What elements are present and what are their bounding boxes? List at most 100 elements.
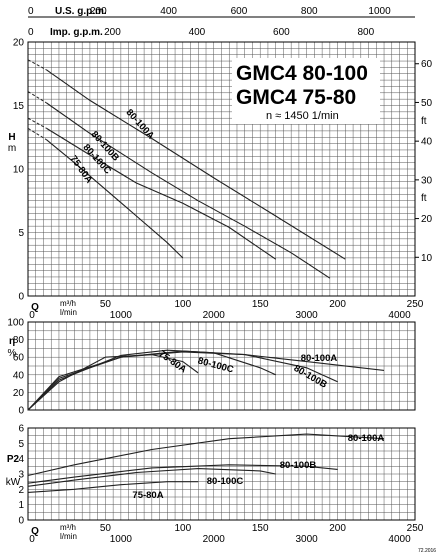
series-line bbox=[27, 464, 338, 484]
m3h-tick-label: 50 bbox=[100, 299, 112, 310]
usgpm-tick-label: 1000 bbox=[368, 6, 391, 17]
q-unit-lmin: l/min bbox=[60, 532, 77, 541]
title-background bbox=[232, 58, 380, 124]
m3h-tick-label: 200 bbox=[329, 299, 346, 310]
series-label: 80-100A bbox=[301, 353, 338, 364]
impgpm-tick-label: 400 bbox=[189, 27, 206, 38]
lmin-tick-label: 0 bbox=[29, 534, 35, 545]
plot-frame bbox=[27, 321, 416, 411]
q-unit-m3h: m³/h bbox=[60, 523, 76, 532]
series-label: 80-100C bbox=[207, 476, 244, 487]
usgpm-axis-label: U.S. g.p.m. bbox=[55, 6, 107, 17]
series-line bbox=[27, 351, 385, 411]
y2-tick-label: 20 bbox=[421, 214, 433, 225]
y-tick-label: 6 bbox=[18, 424, 24, 435]
series-label: 80-100A bbox=[348, 433, 385, 444]
y2-tick-label: 60 bbox=[421, 59, 433, 70]
series-line-dashed bbox=[27, 59, 47, 71]
y-tick-label: 80 bbox=[13, 335, 25, 346]
lmin-tick-label: 3000 bbox=[296, 310, 319, 321]
q-unit-lmin: l/min bbox=[60, 308, 77, 317]
y-tick-label: 60 bbox=[13, 353, 25, 364]
usgpm-tick-label: 200 bbox=[90, 6, 107, 17]
y-axis-label: P2 bbox=[7, 454, 20, 465]
lmin-tick-label: 4000 bbox=[388, 310, 411, 321]
series-line-dashed bbox=[27, 127, 47, 141]
title-block: GMC4 80-100 GMC4 75-80 n ≈ 1450 1/min bbox=[232, 58, 380, 124]
m3h-tick-label: 250 bbox=[407, 299, 424, 310]
series-line-dashed bbox=[27, 91, 47, 104]
series-line bbox=[46, 69, 346, 260]
y-axis-label: η bbox=[9, 336, 15, 347]
impgpm-axis-label: Imp. g.p.m. bbox=[50, 27, 103, 38]
m3h-tick-label: 100 bbox=[174, 523, 191, 534]
y-tick-label: 15 bbox=[13, 101, 25, 112]
y2-axis-unit-lower: ft bbox=[421, 193, 427, 204]
y-tick-label: 0 bbox=[18, 292, 24, 303]
y-axis-unit: m bbox=[8, 143, 16, 154]
series-line bbox=[27, 433, 385, 477]
usgpm-tick-label: 800 bbox=[301, 6, 318, 17]
m3h-tick-label: 250 bbox=[407, 523, 424, 534]
series-line bbox=[27, 354, 199, 411]
series-label: 80-100B bbox=[280, 460, 317, 471]
m3h-tick-label: 150 bbox=[252, 299, 269, 310]
y-tick-label: 100 bbox=[7, 318, 24, 329]
plot-frame bbox=[27, 427, 416, 521]
y2-tick-label: 30 bbox=[421, 175, 433, 186]
y-tick-label: 10 bbox=[13, 165, 25, 176]
y-tick-label: 5 bbox=[18, 439, 24, 450]
usgpm-tick-label: 400 bbox=[160, 6, 177, 17]
power-panel: 0 1 2 3 4 5 6 P2 kW 80-100A 80-100B 80-100C 75-80A bbox=[6, 424, 416, 527]
y-tick-label: 5 bbox=[18, 228, 24, 239]
chart-subtitle: GMC4 75-80 bbox=[236, 86, 356, 109]
series-line bbox=[27, 481, 199, 493]
series-line bbox=[27, 349, 276, 411]
lmin-tick-label: 1000 bbox=[110, 310, 133, 321]
y2-tick-label: 50 bbox=[421, 98, 433, 109]
speed-note: n ≈ 1450 1/min bbox=[266, 110, 339, 122]
usgpm-tick-label: 600 bbox=[231, 6, 248, 17]
q-axis-label: Q bbox=[31, 526, 39, 537]
y-tick-label: 4 bbox=[18, 454, 24, 465]
lmin-tick-label: 4000 bbox=[388, 534, 411, 545]
y-tick-label: 0 bbox=[18, 406, 24, 417]
impgpm-tick-label: 0 bbox=[28, 27, 34, 38]
lmin-tick-label: 3000 bbox=[296, 534, 319, 545]
m3h-tick-label: 100 bbox=[174, 299, 191, 310]
y-axis-label: H bbox=[8, 132, 15, 143]
impgpm-tick-label: 600 bbox=[273, 27, 290, 38]
series-label: 80-100B bbox=[292, 363, 329, 391]
q-unit-m3h: m³/h bbox=[60, 299, 76, 308]
q-axis-label: Q bbox=[31, 302, 39, 313]
impgpm-tick-labels: 0 200 400 600 800 bbox=[28, 27, 375, 38]
y2-tick-label: 10 bbox=[421, 253, 433, 264]
y2-tick-label: 40 bbox=[421, 137, 433, 148]
impgpm-tick-label: 200 bbox=[104, 27, 121, 38]
y-tick-label: 20 bbox=[13, 388, 25, 399]
series-line-dashed bbox=[27, 117, 47, 129]
plot-frame bbox=[27, 41, 416, 297]
document-code: 72.2016 bbox=[418, 548, 436, 554]
y-tick-label: 3 bbox=[18, 470, 24, 481]
y-axis-unit: kW bbox=[6, 477, 21, 488]
y-tick-label: 1 bbox=[18, 500, 24, 511]
y-axis-unit: % bbox=[8, 348, 17, 359]
series-line bbox=[27, 468, 276, 487]
usgpm-tick-label: 0 bbox=[28, 6, 34, 17]
m3h-tick-label: 150 bbox=[252, 523, 269, 534]
y-tick-label: 2 bbox=[18, 485, 24, 496]
series-label: 75-80A bbox=[132, 490, 163, 501]
series-line bbox=[46, 127, 277, 260]
y-tick-label: 0 bbox=[18, 516, 24, 527]
series-line bbox=[46, 102, 331, 279]
lmin-tick-label: 2000 bbox=[203, 310, 226, 321]
lmin-tick-label: 1000 bbox=[110, 534, 133, 545]
y2-axis-unit: ft bbox=[421, 116, 427, 127]
lmin-tick-label: 0 bbox=[29, 310, 35, 321]
chart-title: GMC4 80-100 bbox=[236, 62, 368, 85]
top-axes: U.S. g.p.m. 0 200 400 600 800 1000 Imp. g.p.m… bbox=[28, 6, 415, 38]
